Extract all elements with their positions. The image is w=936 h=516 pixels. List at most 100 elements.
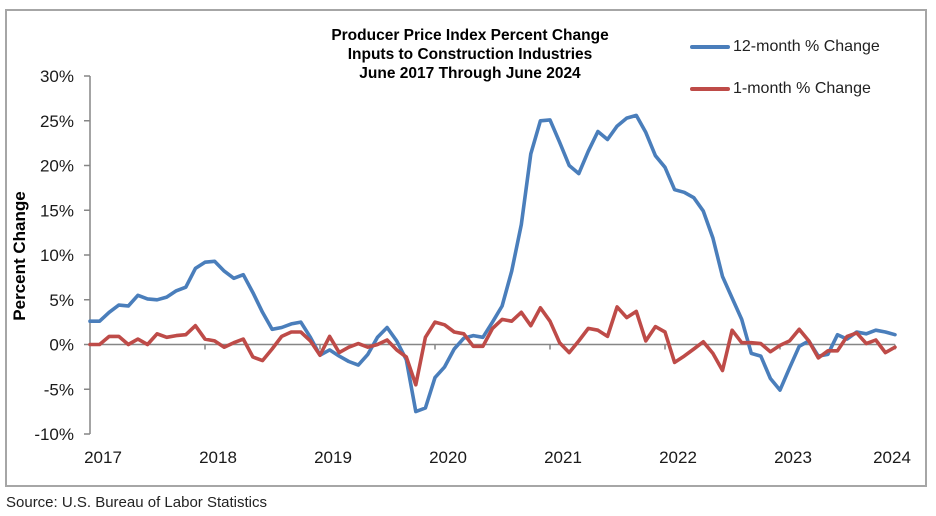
legend-swatch-1-month: [690, 87, 730, 91]
data-point-1-month: [874, 339, 877, 342]
data-point-1-month: [673, 361, 676, 364]
data-point-1-month: [501, 318, 504, 321]
data-point-1-month: [549, 320, 552, 323]
data-point-12-month: [395, 339, 398, 342]
data-point-12-month: [702, 210, 705, 213]
data-point-1-month: [520, 311, 523, 314]
x-tick-label: 2023: [774, 448, 812, 467]
data-point-12-month: [117, 304, 120, 307]
data-point-1-month: [510, 320, 513, 323]
data-point-1-month: [769, 350, 772, 353]
y-tick-label: 15%: [40, 201, 74, 220]
data-point-12-month: [386, 326, 389, 329]
data-point-12-month: [836, 333, 839, 336]
data-point-1-month: [568, 351, 571, 354]
y-tick-label: -10%: [34, 425, 74, 444]
chart-title-line-1: Producer Price Index Percent Change: [331, 27, 609, 44]
data-point-12-month: [711, 236, 714, 239]
data-point-12-month: [251, 291, 254, 294]
data-point-1-month: [664, 330, 667, 333]
data-point-1-month: [232, 341, 235, 344]
data-point-12-month: [280, 326, 283, 329]
data-point-12-month: [232, 277, 235, 280]
data-point-1-month: [156, 332, 159, 335]
data-point-1-month: [108, 335, 111, 338]
data-point-12-month: [98, 320, 101, 323]
data-point-12-month: [731, 296, 734, 299]
data-point-1-month: [529, 324, 532, 327]
data-point-1-month: [395, 348, 398, 351]
data-point-12-month: [204, 261, 207, 264]
data-point-12-month: [587, 150, 590, 153]
data-point-12-month: [175, 289, 178, 292]
y-tick-label: 25%: [40, 112, 74, 131]
data-point-12-month: [520, 223, 523, 226]
legend-swatch-12-month: [690, 45, 730, 49]
data-point-12-month: [635, 114, 638, 117]
data-point-12-month: [376, 336, 379, 339]
data-point-12-month: [779, 389, 782, 392]
data-point-12-month: [299, 321, 302, 324]
data-point-12-month: [539, 119, 542, 122]
data-point-12-month: [577, 172, 580, 175]
data-point-1-month: [462, 332, 465, 335]
data-point-1-month: [127, 343, 130, 346]
legend-label-12-month: 12-month % Change: [733, 38, 880, 55]
data-point-1-month: [117, 335, 120, 338]
data-point-12-month: [625, 117, 628, 120]
data-point-12-month: [434, 376, 437, 379]
data-point-1-month: [146, 343, 149, 346]
data-point-1-month: [414, 383, 417, 386]
data-point-12-month: [184, 286, 187, 289]
data-point-1-month: [759, 342, 762, 345]
data-point-1-month: [175, 334, 178, 337]
series-line-12-month: [88, 113, 897, 414]
data-point-12-month: [568, 164, 571, 167]
data-point-1-month: [204, 338, 207, 341]
data-point-1-month: [644, 339, 647, 342]
data-point-12-month: [328, 348, 331, 351]
data-point-1-month: [424, 336, 427, 339]
data-point-1-month: [89, 343, 92, 346]
chart-title-line-3: June 2017 Through June 2024: [359, 65, 581, 82]
data-point-12-month: [750, 352, 753, 355]
data-point-12-month: [165, 296, 168, 299]
data-point-12-month: [874, 329, 877, 332]
data-point-1-month: [587, 327, 590, 330]
data-point-1-month: [472, 345, 475, 348]
data-point-1-month: [261, 359, 264, 362]
data-point-12-month: [338, 355, 341, 358]
data-point-12-month: [606, 138, 609, 141]
data-point-1-month: [213, 339, 216, 342]
data-point-12-month: [443, 365, 446, 368]
data-point-1-month: [740, 341, 743, 344]
data-point-12-month: [721, 275, 724, 278]
data-point-12-month: [261, 311, 264, 314]
data-point-12-month: [894, 333, 897, 336]
data-point-1-month: [750, 341, 753, 344]
data-point-12-month: [472, 334, 475, 337]
data-point-12-month: [501, 305, 504, 308]
data-point-1-month: [184, 333, 187, 336]
data-point-1-month: [443, 323, 446, 326]
data-point-1-month: [338, 351, 341, 354]
x-tick-label: 2019: [314, 448, 352, 467]
data-point-1-month: [242, 338, 245, 341]
data-point-1-month: [731, 329, 734, 332]
legend-label-1-month: 1-month % Change: [733, 80, 871, 97]
data-point-1-month: [347, 346, 350, 349]
data-point-12-month: [424, 407, 427, 410]
data-point-12-month: [357, 364, 360, 367]
data-point-1-month: [807, 339, 810, 342]
data-point-1-month: [319, 354, 322, 357]
data-point-1-month: [855, 331, 858, 334]
chart-title: Producer Price Index Percent Change Inpu…: [270, 26, 670, 83]
legend: 12-month % Change 1-month % Change: [690, 36, 880, 120]
y-tick-label: 20%: [40, 157, 74, 176]
data-point-1-month: [884, 351, 887, 354]
x-tick-label: 2017: [84, 448, 122, 467]
data-point-1-month: [692, 347, 695, 350]
data-point-12-month: [558, 141, 561, 144]
data-point-12-month: [347, 360, 350, 363]
data-point-12-month: [491, 321, 494, 324]
